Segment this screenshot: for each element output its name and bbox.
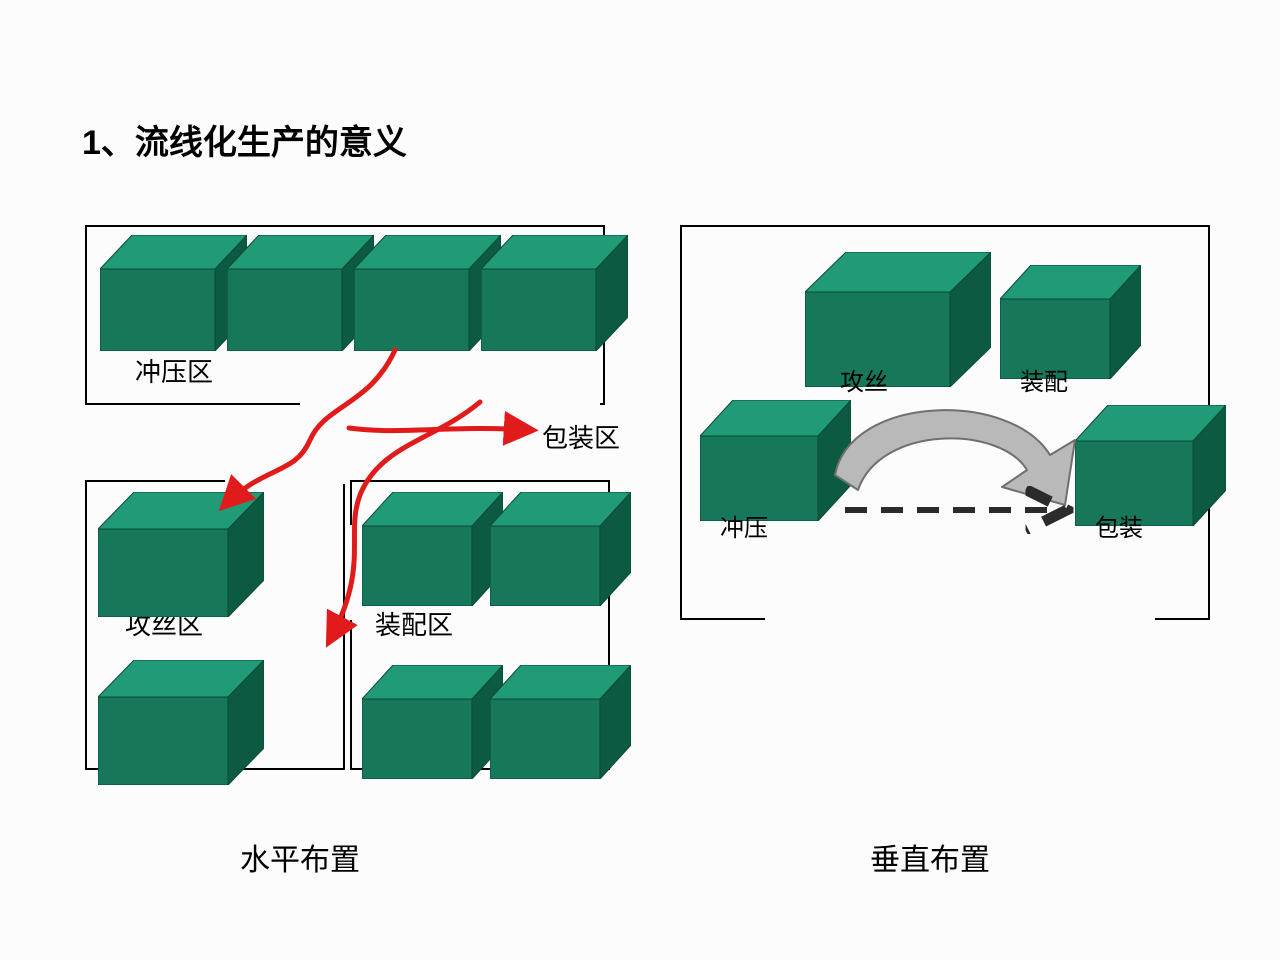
left-box-1 <box>227 235 374 351</box>
region-gap <box>225 478 347 484</box>
left-box-4 <box>98 492 264 617</box>
diagram-title: 1、流线化生产的意义 <box>82 115 407 164</box>
region-label-pack: 包装区 <box>542 418 620 455</box>
left-box-5 <box>98 660 264 785</box>
caption-horizontal: 水平布置 <box>240 835 360 879</box>
left-box-0 <box>100 235 247 351</box>
right-box-label-2: 冲压 <box>720 508 768 543</box>
left-box-7 <box>490 492 631 606</box>
right-box-label-0: 攻丝 <box>840 362 888 397</box>
region-label-stamp: 冲压区 <box>135 352 213 389</box>
region-gap <box>348 525 354 620</box>
region-gap <box>765 616 1155 622</box>
caption-vertical: 垂直布置 <box>870 835 990 879</box>
left-box-6 <box>362 492 503 606</box>
right-box-2 <box>700 400 851 521</box>
right-box-label-1: 装配 <box>1020 362 1068 397</box>
region-label-assem: 装配区 <box>375 605 453 642</box>
right-box-0 <box>805 252 991 387</box>
right-box-label-3: 包装 <box>1095 508 1143 543</box>
left-box-9 <box>490 665 631 779</box>
diagram-stage: 1、流线化生产的意义冲压区攻丝区装配区包装区水平布置攻丝装配冲压包装垂直布置 <box>0 0 1280 960</box>
left-box-3 <box>481 235 628 351</box>
left-box-2 <box>354 235 501 351</box>
left-box-8 <box>362 665 503 779</box>
region-gap <box>300 401 600 407</box>
